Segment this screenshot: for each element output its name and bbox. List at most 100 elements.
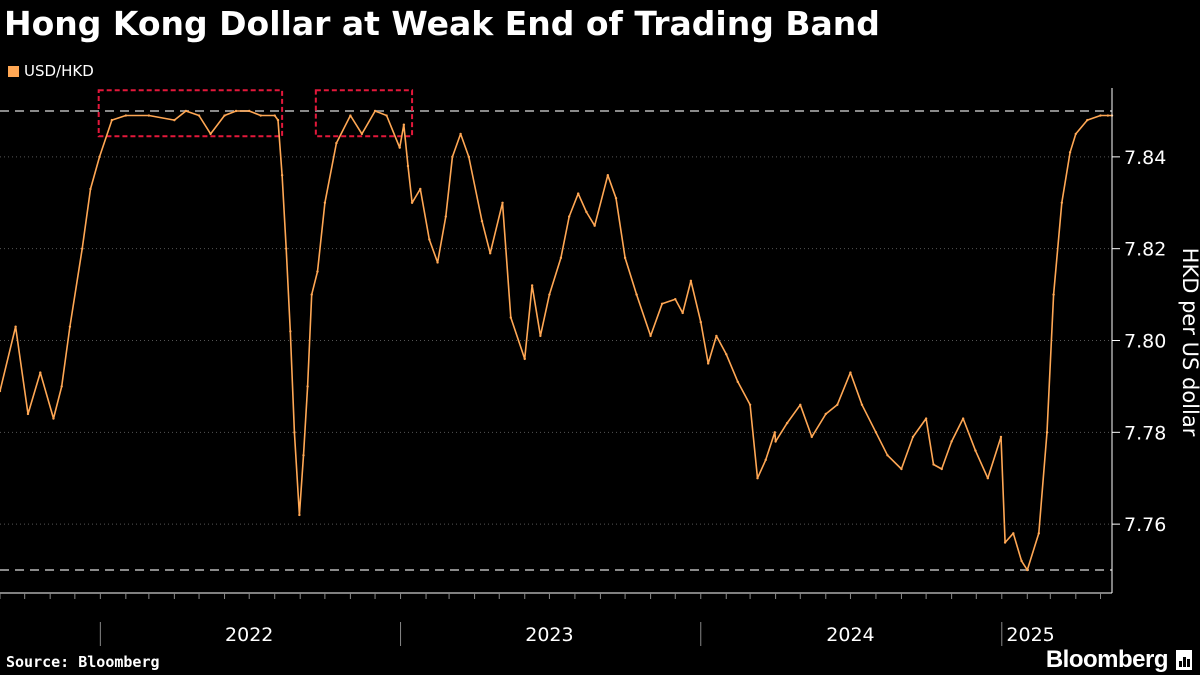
usd-hkd-point [810,435,813,439]
usd-hkd-point [1099,114,1102,117]
usd-hkd-point [849,371,852,374]
usd-hkd-point [725,353,728,356]
highlight-boxes [97,89,414,138]
usd-hkd-point [289,330,292,333]
usd-hkd-point [436,261,439,264]
usd-hkd-point [1106,114,1110,117]
y-axis-title: HKD per US dollar [1178,248,1200,437]
usd-hkd-point [836,403,839,406]
usd-hkd-point [567,215,571,218]
usd-hkd-point [886,454,889,457]
y-tick-label: 7.76 [1124,514,1166,536]
highlight-box [97,89,284,138]
usd-hkd-point [489,252,492,255]
y-axis-ticks: 7.76 7.78 7.80 7.82 7.84 [1112,147,1166,536]
usd-hkd-point [764,458,767,462]
usd-hkd-point [398,146,401,149]
usd-hkd-point [60,385,63,388]
usd-hkd-point [689,279,693,283]
usd-hkd-point [924,417,928,420]
usd-hkd-point [874,431,878,434]
usd-hkd-point [302,454,305,457]
series-layer [0,109,1114,572]
usd-hkd-point [911,435,915,439]
y-tick-label: 7.82 [1124,239,1166,261]
usd-hkd-point [559,256,563,260]
highlight-box [314,89,414,138]
usd-hkd-point [530,284,534,287]
usd-hkd-point [276,118,280,122]
usd-hkd-point [402,123,406,126]
usd-hkd-point [428,238,431,241]
x-year-label: 2022 [225,624,273,646]
usd-hkd-point [523,357,526,361]
usd-hkd-point [756,477,759,480]
y-tick-label: 7.78 [1124,422,1166,444]
usd-hkd-point [419,187,422,191]
usd-hkd-point [699,320,702,324]
usd-hkd-point [660,302,664,305]
x-year-label: 2025 [1006,624,1054,646]
usd-hkd-point [444,215,447,218]
usd-hkd-point [681,311,684,315]
usd-hkd-point [1037,532,1040,535]
x-year-label: 2024 [826,624,874,646]
usd-hkd-point [950,440,953,443]
usd-hkd-point [932,463,935,466]
usd-hkd-series-line [0,110,1112,571]
x-axis-ticks: 2022 2023 2024 2025 [0,593,1101,646]
usd-hkd-point [585,210,588,214]
usd-hkd-point [298,513,301,517]
usd-hkd-point [940,467,943,471]
usd-hkd-point [548,293,551,296]
usd-hkd-point [715,334,718,338]
usd-hkd-point [68,325,72,328]
bloomberg-logo-icon [1176,650,1192,670]
usd-hkd-point [509,316,512,319]
usd-hkd-point [1086,118,1089,122]
usd-hkd-point [410,201,414,204]
usd-hkd-point [385,114,388,117]
usd-hkd-point [736,380,739,384]
usd-hkd-point [0,389,2,393]
usd-hkd-point [1012,532,1015,535]
usd-hkd-point [98,155,101,159]
usd-hkd-point [593,224,596,227]
gridlines [0,156,1112,525]
usd-hkd-point [26,412,30,416]
legend: USD/HKD [8,61,94,81]
usd-hkd-point [280,174,284,177]
usd-hkd-point [451,155,454,159]
usd-hkd-point [1074,132,1078,136]
usd-hkd-point [39,371,42,374]
usd-hkd-point [539,334,542,338]
usd-hkd-point [480,219,484,223]
usd-hkd-point [974,449,977,452]
usd-hkd-point [824,412,827,416]
usd-hkd-point [614,196,618,200]
usd-hkd-point [606,174,610,177]
usd-hkd-point [285,247,288,250]
usd-hkd-point [89,187,92,191]
usd-hkd-point [961,417,965,420]
usd-hkd-point [999,435,1003,439]
usd-hkd-point [197,114,201,117]
source-note: Source: Bloomberg [6,653,160,671]
chart-title: Hong Kong Dollar at Weak End of Trading … [4,4,880,43]
usd-hkd-point [349,114,352,117]
usd-hkd-point [273,114,276,117]
usd-hkd-point [1003,541,1007,544]
usd-hkd-point [184,109,188,113]
usd-hkd-point [306,385,309,388]
usd-hkd-point [52,417,55,420]
usd-hkd-point [323,201,327,204]
y-tick-label: 7.80 [1124,331,1166,353]
usd-hkd-point [248,109,251,113]
usd-hkd-point [1068,151,1072,154]
usd-hkd-point [748,403,752,406]
usd-hkd-point [635,293,638,296]
usd-hkd-point [259,114,262,117]
x-year-label: 2023 [525,624,573,646]
legend-label: USD/HKD [24,62,94,80]
